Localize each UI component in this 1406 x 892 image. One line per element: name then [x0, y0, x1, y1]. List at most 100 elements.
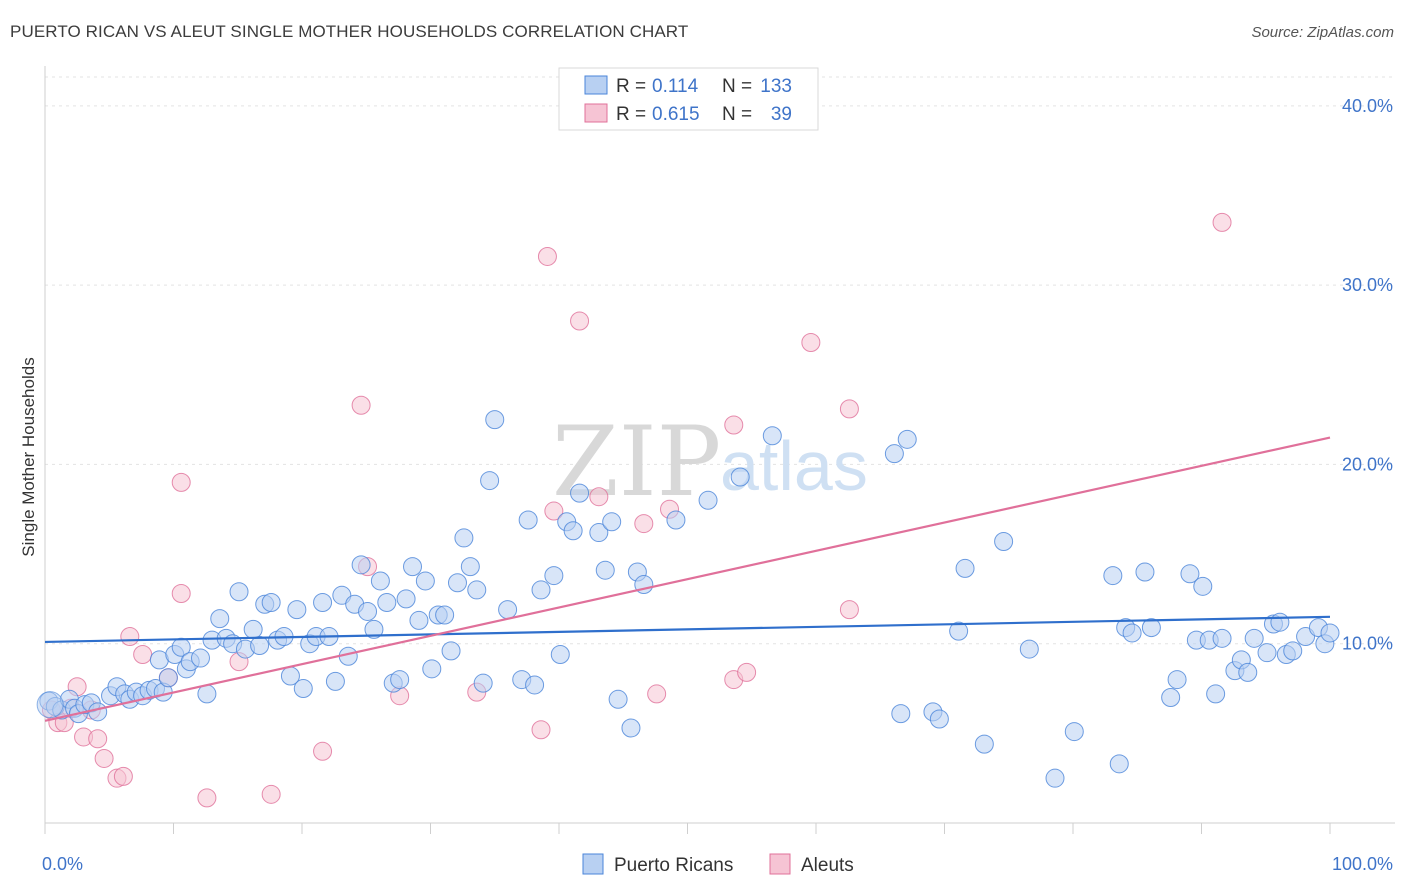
puerto-rican-point-65 — [454, 528, 474, 548]
puerto-rican-point-130 — [1320, 623, 1340, 643]
aleuts-trend-line — [44, 436, 1331, 722]
aleut-point-37 — [839, 600, 859, 620]
puerto-rican-point-50 — [358, 601, 378, 621]
puerto-rican-point-98 — [955, 558, 975, 578]
aleut-point-24 — [531, 720, 551, 740]
puerto-rican-point-69 — [480, 471, 500, 491]
stats-legend: R = 0.114 N = 133 R = 0.615 N = 39 — [558, 67, 819, 131]
puerto-rican-point-27 — [210, 609, 230, 629]
aleut-point-25 — [537, 246, 557, 266]
puerto-rican-point-85 — [621, 718, 641, 738]
puerto-rican-point-32 — [243, 619, 263, 639]
puerto-rican-point-63 — [441, 641, 461, 661]
puerto-rican-point-30 — [229, 582, 249, 602]
aleut-point-15 — [171, 584, 191, 604]
legend-r-value-1: 0.114 — [652, 76, 699, 97]
puerto-rican-point-68 — [473, 673, 493, 693]
bottom-legend-puerto-ricans: Puerto Ricans — [614, 855, 733, 876]
puerto-rican-point-76 — [544, 566, 564, 586]
puerto-rican-point-105 — [1109, 754, 1129, 774]
y-tick-label-3: 40.0% — [1342, 96, 1393, 116]
puerto-rican-point-112 — [1180, 564, 1200, 584]
puerto-rican-point-77 — [550, 644, 570, 664]
puerto-rican-point-45 — [325, 671, 345, 691]
aleut-point-16 — [197, 788, 217, 808]
bottom-legend-swatch-pink — [769, 853, 791, 875]
y-tick-label-1: 20.0% — [1342, 454, 1393, 474]
puerto-rican-point-66 — [460, 557, 480, 577]
watermark: ZIP atlas — [552, 406, 868, 518]
y-tick-labels: 10.0% 20.0% 30.0% 40.0% — [1342, 96, 1393, 654]
puerto-rican-point-90 — [730, 467, 750, 487]
puerto-rican-point-110 — [1161, 688, 1181, 707]
puerto-rican-point-107 — [1122, 623, 1142, 643]
puerto-rican-point-cluster — [36, 691, 64, 719]
aleut-point-20 — [351, 395, 371, 415]
aleut-point-27 — [570, 311, 590, 331]
legend-n-label-1: N = — [722, 76, 752, 97]
puerto-rican-point-71 — [498, 600, 518, 620]
aleut-point-11 — [120, 627, 140, 647]
puerto-rican-point-96 — [929, 709, 949, 729]
legend-n-value-2: 39 — [771, 104, 792, 125]
puerto-rican-point-52 — [370, 571, 390, 591]
puerto-rican-point-57 — [403, 557, 423, 577]
legend-r-label-1: R = — [616, 76, 646, 97]
source-label: Source: ZipAtlas.com — [1251, 24, 1394, 41]
series-legend: Puerto Ricans Aleuts — [582, 853, 854, 876]
puerto-rican-point-56 — [396, 589, 416, 609]
puerto-rican-point-114 — [1193, 576, 1213, 596]
puerto-rican-point-94 — [897, 429, 917, 449]
aleut-point-7 — [88, 729, 108, 749]
puerto-rican-point-99 — [974, 734, 994, 754]
aleut-point-18 — [261, 784, 281, 804]
legend-n-value-1: 133 — [760, 76, 792, 97]
y-tick-label-2: 30.0% — [1342, 275, 1393, 295]
puerto-ricans-points — [36, 410, 1340, 788]
puerto-rican-point-35 — [261, 592, 281, 612]
puerto-rican-point-116 — [1206, 684, 1226, 704]
x-tick-label-1: 100.0% — [1332, 854, 1393, 874]
aleut-point-19 — [313, 741, 333, 761]
puerto-rican-point-92 — [884, 444, 904, 464]
legend-swatch-blue — [584, 75, 608, 95]
puerto-rican-point-108 — [1135, 562, 1155, 582]
puerto-rican-point-55 — [390, 670, 410, 690]
bottom-legend-aleuts: Aleuts — [801, 855, 854, 876]
aleut-point-26 — [544, 501, 564, 521]
aleut-point-35 — [801, 333, 821, 353]
puerto-rican-point-51 — [364, 619, 384, 639]
puerto-rican-point-79 — [563, 521, 583, 541]
puerto-rican-point-62 — [435, 605, 455, 625]
aleut-point-32 — [724, 415, 744, 435]
aleut-point-10 — [113, 766, 133, 786]
puerto-rican-point-117 — [1212, 628, 1232, 648]
legend-r-label-2: R = — [616, 104, 646, 125]
aleut-point-12 — [133, 644, 153, 664]
puerto-rican-point-67 — [467, 580, 487, 600]
aleut-point-36 — [839, 399, 859, 419]
puerto-rican-point-126 — [1283, 641, 1303, 661]
puerto-rican-point-43 — [313, 592, 333, 612]
watermark-atlas: atlas — [720, 427, 868, 505]
puerto-rican-point-40 — [293, 679, 313, 699]
puerto-rican-point-53 — [377, 592, 397, 612]
legend-n-label-2: N = — [722, 104, 752, 125]
puerto-rican-point-81 — [589, 523, 609, 543]
puerto-rican-point-83 — [602, 512, 622, 532]
trend-lines — [44, 436, 1331, 722]
puerto-rican-point-111 — [1167, 670, 1187, 690]
puerto-rican-point-70 — [485, 410, 505, 430]
bottom-legend-swatch-blue — [582, 853, 604, 875]
puerto-rican-point-97 — [949, 621, 969, 641]
puerto-rican-point-49 — [351, 555, 371, 575]
puerto-rican-point-93 — [891, 704, 911, 724]
chart-title: PUERTO RICAN VS ALEUT SINGLE MOTHER HOUS… — [10, 22, 689, 41]
grid-lines — [45, 76, 1395, 645]
puerto-rican-point-122 — [1257, 643, 1277, 663]
x-tick-labels: 0.0% 100.0% — [42, 854, 1393, 874]
aleut-point-29 — [634, 514, 654, 534]
puerto-rican-point-124 — [1270, 612, 1290, 632]
aleut-point-34 — [737, 662, 757, 682]
